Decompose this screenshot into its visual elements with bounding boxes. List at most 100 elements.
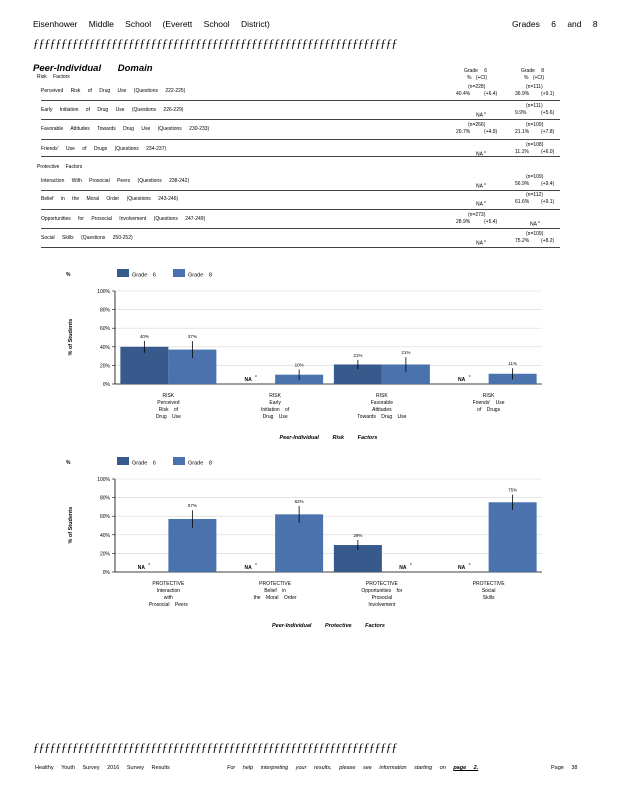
value-text: 20.7% bbox=[456, 129, 471, 135]
legend-label-grade6: Grade 6 bbox=[132, 461, 156, 467]
row-prot-2-grade6-value: 28.9% bbox=[456, 219, 470, 225]
category-label: RISK bbox=[163, 393, 175, 399]
row-prot-2-grade6-ci: (+5.4) bbox=[484, 219, 498, 225]
legend-swatch-grade8 bbox=[173, 457, 185, 465]
category-label: Towards Drug Use bbox=[357, 414, 406, 420]
row-risk-0-label: Perceived Risk of Drug Use (Questions 22… bbox=[41, 88, 186, 94]
value-text: 61.6% bbox=[515, 199, 530, 205]
category-label: RISK bbox=[376, 393, 388, 399]
row-risk-0-grade8-value: 36.9% bbox=[515, 91, 529, 97]
row-risk-2-label: Favorable Attitudes Towards Drug Use (Qu… bbox=[41, 126, 210, 132]
value-text: 9.9% bbox=[515, 110, 527, 116]
legend-label-grade8: Grade 8 bbox=[188, 273, 212, 279]
row-prot-1-grade6-value: NA c bbox=[476, 199, 486, 208]
row-risk-2-grade6-n: (n=266) bbox=[468, 122, 486, 128]
percent-marker: % bbox=[66, 460, 71, 466]
table-row-divider bbox=[41, 247, 560, 248]
data-label: 62% bbox=[295, 499, 304, 504]
category-label: Drug Use bbox=[156, 414, 181, 420]
data-label: 75% bbox=[508, 488, 517, 493]
legend-swatch-grade6 bbox=[117, 269, 129, 277]
footer-page-link[interactable]: page 2. bbox=[453, 765, 479, 771]
na-label: NA bbox=[245, 377, 253, 383]
category-label: Favorable bbox=[371, 400, 393, 406]
category-label: PROTECTIVE bbox=[152, 581, 185, 587]
row-risk-1-grade8-ci: (+5.6) bbox=[541, 110, 555, 116]
value-text: NA bbox=[476, 151, 483, 158]
value-text: 40.4% bbox=[456, 91, 471, 97]
data-label: 37% bbox=[188, 334, 197, 339]
row-risk-3-label: Friends' Use of Drugs (Questions 234-237… bbox=[41, 146, 167, 152]
na-label: NA bbox=[138, 565, 146, 571]
category-label: Risk of bbox=[159, 407, 179, 413]
data-label: 10% bbox=[295, 362, 304, 367]
y-tick-label: 0% bbox=[103, 570, 111, 576]
y-tick-label: 80% bbox=[100, 308, 111, 314]
category-label: Prosocial Peers bbox=[149, 602, 189, 608]
data-label: 57% bbox=[188, 503, 197, 508]
category-label: the Moral Order bbox=[254, 595, 297, 601]
row-risk-1-grade8-n: (n=111) bbox=[526, 103, 543, 109]
grades-label: Grades 6 and 8 bbox=[512, 19, 598, 29]
data-label: 21% bbox=[401, 350, 410, 355]
na-superscript: c bbox=[482, 149, 487, 154]
category-label: of Drugs bbox=[477, 407, 500, 413]
value-text: NA bbox=[476, 240, 483, 247]
category-label: Skills bbox=[483, 595, 495, 601]
bar-grade8 bbox=[488, 502, 537, 572]
row-prot-1-grade8-ci: (+9.1) bbox=[541, 199, 555, 205]
x-axis-title: Peer-Individual Protective Factors bbox=[272, 623, 385, 629]
value-text: 56.9% bbox=[515, 181, 530, 187]
na-superscript: c bbox=[482, 181, 487, 186]
bar-grade6 bbox=[333, 364, 382, 384]
y-tick-label: 20% bbox=[100, 551, 111, 557]
y-tick-label: 0% bbox=[103, 382, 111, 388]
footer-survey: Healthy Youth Survey 2016 Survey Results bbox=[35, 765, 170, 771]
col-grade8-sub: % (+CI) bbox=[524, 75, 545, 81]
percent-marker: % bbox=[66, 272, 71, 278]
data-label: 40% bbox=[140, 334, 149, 339]
row-risk-2-grade8-ci: (+7.8) bbox=[541, 129, 555, 135]
domain-title: Peer-Individual Domain bbox=[33, 63, 153, 74]
row-risk-3-grade8-ci: (+6.0) bbox=[541, 149, 555, 155]
category-label: PROTECTIVE bbox=[366, 581, 399, 587]
value-text: 11.1% bbox=[515, 149, 529, 155]
row-risk-0-grade6-value: 40.4% bbox=[456, 91, 470, 97]
row-risk-0-grade6-ci: (+6.4) bbox=[484, 91, 498, 97]
row-prot-2-grade8-value: NA c bbox=[530, 219, 540, 228]
row-prot-0-grade6-value: NA c bbox=[476, 181, 486, 190]
na-label: NA bbox=[458, 377, 466, 383]
na-label: NA bbox=[458, 565, 466, 571]
footer-help: For help interpreting your results, plea… bbox=[227, 765, 478, 771]
row-risk-3-grade8-value: 11.1% bbox=[515, 149, 529, 155]
row-risk-2-grade6-value: 20.7% bbox=[456, 129, 470, 135]
y-tick-label: 60% bbox=[100, 514, 111, 520]
na-superscript: c bbox=[255, 374, 257, 378]
risk-factors-heading: Risk Factors bbox=[37, 74, 70, 80]
value-text: NA bbox=[476, 183, 483, 190]
data-label: 11% bbox=[508, 361, 517, 366]
na-superscript: c bbox=[469, 562, 471, 566]
col-grade6-header: Grade 6 bbox=[464, 68, 488, 74]
na-superscript: c bbox=[148, 562, 150, 566]
category-label: RISK bbox=[269, 393, 281, 399]
value-text: 21.1% bbox=[515, 129, 530, 135]
bar-grade6 bbox=[120, 346, 169, 384]
risk-factors-chart: Grade 6 Grade 8% % of Students 0% 20% 40% 60% 8… bbox=[66, 269, 542, 441]
row-risk-1-grade8-value: 9.9% bbox=[515, 110, 526, 116]
na-label: NA bbox=[399, 565, 407, 571]
row-prot-0-label: Interaction With Prosocial Peers (Questi… bbox=[41, 178, 190, 184]
legend-label-grade8: Grade 8 bbox=[188, 461, 212, 467]
row-risk-2-grade8-value: 21.1% bbox=[515, 129, 529, 135]
y-tick-label: 40% bbox=[100, 533, 111, 539]
value-text: NA bbox=[476, 112, 483, 119]
category-label: Early bbox=[269, 400, 281, 406]
category-label: with bbox=[164, 595, 173, 601]
category-label: PROTECTIVE bbox=[473, 581, 506, 587]
header-divider: ƒƒƒƒƒƒƒƒƒƒƒƒƒƒƒƒƒƒƒƒƒƒƒƒƒƒƒƒƒƒƒƒƒƒƒƒƒƒƒƒ… bbox=[33, 36, 398, 50]
category-label: Involvement bbox=[368, 602, 396, 608]
na-superscript: c bbox=[410, 562, 412, 566]
data-label: 29% bbox=[353, 533, 362, 538]
table-row-divider bbox=[41, 139, 560, 140]
category-label: RISK bbox=[483, 393, 495, 399]
